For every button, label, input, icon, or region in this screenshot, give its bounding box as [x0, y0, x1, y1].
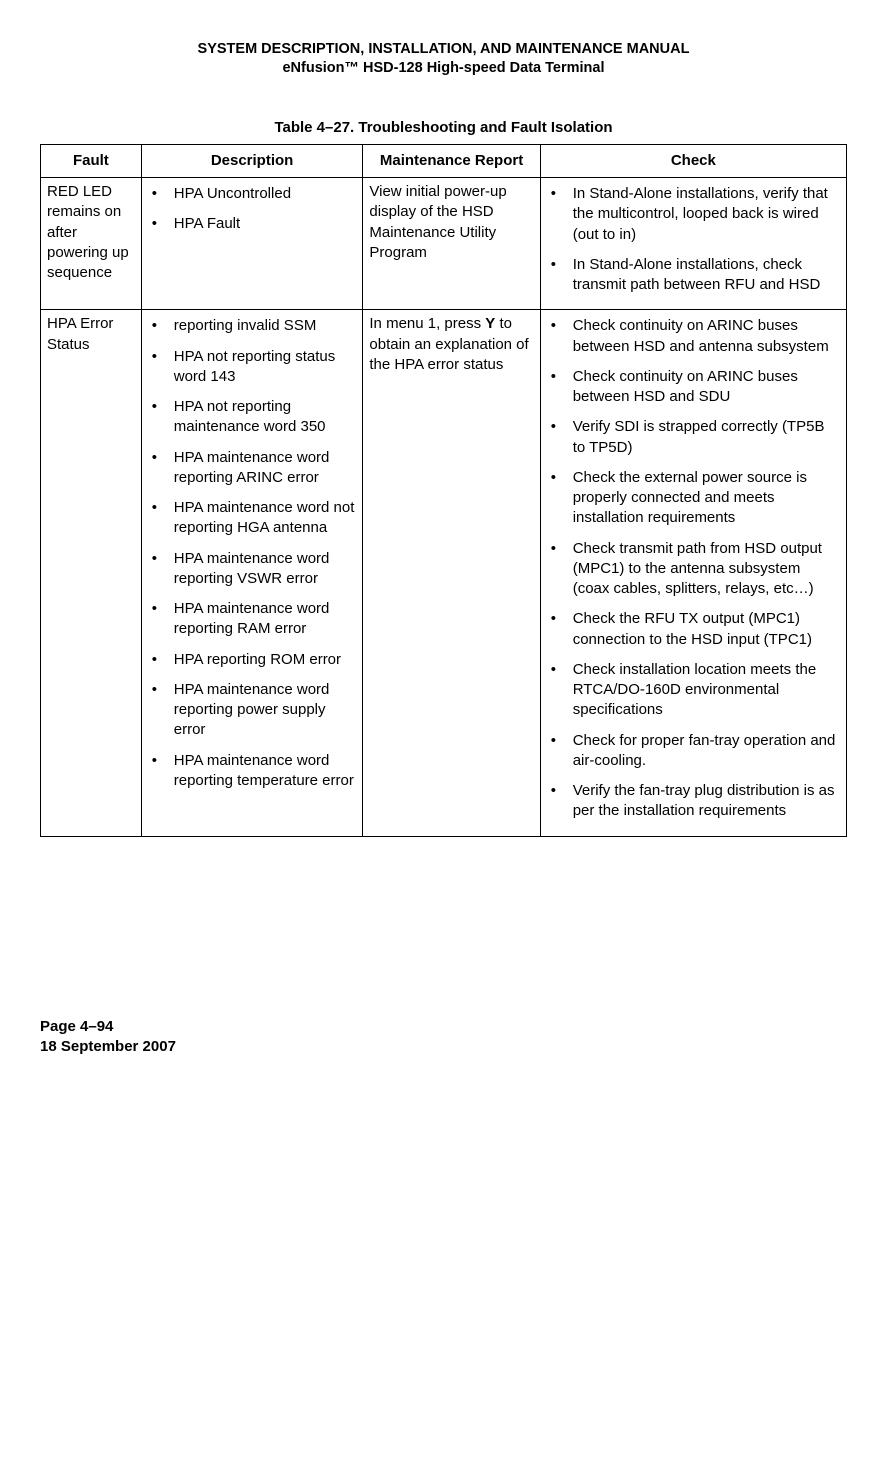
list-item: Check for proper fan-tray operation and …	[547, 731, 840, 772]
cell-check: Check continuity on ARINC buses between …	[540, 310, 846, 836]
cell-fault: RED LED remains on after powering up seq…	[41, 178, 142, 310]
list-item: HPA reporting ROM error	[148, 650, 357, 670]
list-item: HPA not reporting status word 143	[148, 347, 357, 388]
list-item: Check continuity on ARINC buses between …	[547, 367, 840, 408]
header-line1: SYSTEM DESCRIPTION, INSTALLATION, AND MA…	[40, 40, 847, 59]
table-row: RED LED remains on after powering up seq…	[41, 178, 847, 310]
list-item: HPA maintenance word reporting VSWR erro…	[148, 549, 357, 590]
list-item: Check installation location meets the RT…	[547, 660, 840, 721]
col-fault: Fault	[41, 144, 142, 177]
list-item: HPA Uncontrolled	[148, 184, 357, 204]
list-item: reporting invalid SSM	[148, 316, 357, 336]
maint-pre: In menu 1, press	[369, 315, 485, 332]
maintenance-text: View initial power-up display of the HSD…	[369, 182, 533, 263]
list-item: In Stand-Alone installations, verify tha…	[547, 184, 840, 245]
list-item: Check transmit path from HSD output (MPC…	[547, 539, 840, 600]
cell-check: In Stand-Alone installations, verify tha…	[540, 178, 846, 310]
table-header-row: Fault Description Maintenance Report Che…	[41, 144, 847, 177]
maintenance-text: In menu 1, press Y to obtain an explanat…	[369, 314, 533, 375]
maint-bold: Y	[485, 315, 495, 332]
list-item: HPA maintenance word not reporting HGA a…	[148, 498, 357, 539]
footer-date: 18 September 2007	[40, 1037, 847, 1057]
cell-fault: HPA Error Status	[41, 310, 142, 836]
list-item: Check the external power source is prope…	[547, 468, 840, 529]
description-list: reporting invalid SSM HPA not reporting …	[148, 316, 357, 791]
table-row: HPA Error Status reporting invalid SSM H…	[41, 310, 847, 836]
list-item: Verify SDI is strapped correctly (TP5B t…	[547, 417, 840, 458]
list-item: HPA not reporting maintenance word 350	[148, 397, 357, 438]
list-item: HPA Fault	[148, 214, 357, 234]
troubleshooting-table: Fault Description Maintenance Report Che…	[40, 144, 847, 837]
check-list: In Stand-Alone installations, verify tha…	[547, 184, 840, 295]
col-description: Description	[141, 144, 363, 177]
cell-description: HPA Uncontrolled HPA Fault	[141, 178, 363, 310]
cell-maintenance: View initial power-up display of the HSD…	[363, 178, 540, 310]
header-line2: eNfusion™ HSD-128 High-speed Data Termin…	[40, 59, 847, 78]
cell-description: reporting invalid SSM HPA not reporting …	[141, 310, 363, 836]
list-item: HPA maintenance word reporting power sup…	[148, 680, 357, 741]
list-item: Verify the fan-tray plug distribution is…	[547, 781, 840, 822]
col-check: Check	[540, 144, 846, 177]
list-item: Check continuity on ARINC buses between …	[547, 316, 840, 357]
list-item: HPA maintenance word reporting temperatu…	[148, 751, 357, 792]
description-list: HPA Uncontrolled HPA Fault	[148, 184, 357, 235]
list-item: In Stand-Alone installations, check tran…	[547, 255, 840, 296]
footer-page: Page 4–94	[40, 1017, 847, 1037]
table-caption: Table 4–27. Troubleshooting and Fault Is…	[40, 118, 847, 138]
col-maintenance: Maintenance Report	[363, 144, 540, 177]
list-item: HPA maintenance word reporting ARINC err…	[148, 448, 357, 489]
check-list: Check continuity on ARINC buses between …	[547, 316, 840, 821]
document-header: SYSTEM DESCRIPTION, INSTALLATION, AND MA…	[40, 40, 847, 78]
list-item: Check the RFU TX output (MPC1) connectio…	[547, 609, 840, 650]
page-footer: Page 4–94 18 September 2007	[40, 1017, 847, 1058]
cell-maintenance: In menu 1, press Y to obtain an explanat…	[363, 310, 540, 836]
list-item: HPA maintenance word reporting RAM error	[148, 599, 357, 640]
